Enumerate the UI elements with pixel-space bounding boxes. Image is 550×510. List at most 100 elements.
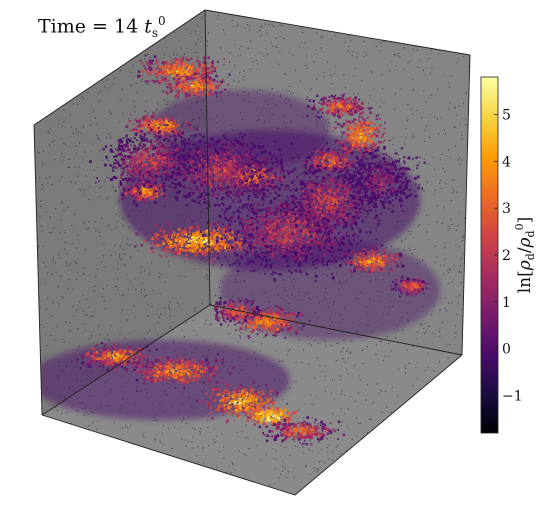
particle — [211, 67, 213, 69]
particle — [41, 453, 43, 456]
particle — [393, 328, 395, 330]
particle — [411, 108, 413, 110]
particle — [281, 439, 283, 441]
particle — [394, 54, 396, 56]
particle — [306, 67, 308, 69]
particle — [161, 432, 163, 435]
particle — [413, 90, 415, 92]
particle — [363, 293, 365, 295]
particle — [154, 71, 156, 73]
particle — [206, 81, 209, 85]
particle — [186, 81, 189, 83]
particle — [383, 275, 385, 277]
particle — [263, 55, 265, 57]
particle — [388, 208, 390, 210]
particle — [466, 392, 468, 394]
particle — [418, 223, 421, 225]
particle — [313, 61, 315, 63]
particle — [169, 63, 173, 66]
particle — [458, 246, 460, 248]
particle — [183, 389, 185, 392]
particle — [125, 183, 128, 186]
particle — [115, 39, 117, 41]
particle — [44, 356, 46, 358]
particle — [403, 18, 406, 21]
particle — [307, 105, 310, 108]
particle — [352, 107, 356, 111]
particle — [235, 281, 237, 283]
particle — [210, 467, 213, 469]
particle — [80, 96, 83, 98]
particle — [158, 190, 160, 193]
particle — [365, 131, 368, 134]
particle — [179, 237, 181, 239]
particle — [404, 367, 407, 370]
particle — [48, 99, 51, 101]
particle — [387, 271, 389, 274]
particle — [176, 123, 179, 127]
particle — [461, 475, 464, 477]
particle — [134, 316, 136, 318]
particle — [147, 112, 149, 114]
particle — [76, 380, 78, 382]
particle — [285, 89, 288, 92]
particle — [335, 108, 338, 111]
particle — [79, 458, 81, 460]
particle — [61, 412, 63, 414]
particle — [412, 384, 414, 387]
particle — [295, 16, 297, 18]
particle — [376, 226, 378, 229]
particle — [454, 106, 456, 108]
particle — [180, 69, 184, 72]
particle — [195, 346, 197, 348]
particle — [211, 251, 214, 253]
particle — [427, 352, 429, 354]
particle — [120, 170, 122, 172]
particle — [292, 16, 294, 18]
particle — [195, 71, 199, 75]
particle — [447, 400, 449, 402]
particle — [63, 437, 65, 439]
particle — [337, 109, 340, 112]
particle — [295, 361, 297, 364]
particle — [303, 161, 306, 164]
particle — [150, 196, 152, 198]
particle — [221, 408, 223, 410]
particle — [87, 413, 89, 415]
particle — [218, 240, 221, 244]
particle — [175, 125, 178, 128]
particle — [33, 379, 34, 380]
particle — [324, 240, 326, 243]
particle — [334, 121, 337, 123]
particle — [301, 299, 303, 301]
particle — [106, 334, 109, 336]
particle — [213, 253, 215, 255]
particle — [462, 236, 465, 238]
particle — [360, 154, 363, 157]
particle — [100, 406, 102, 408]
particle — [71, 360, 73, 363]
particle — [340, 424, 343, 427]
particle — [228, 231, 231, 234]
particle — [377, 162, 379, 164]
particle — [399, 164, 401, 166]
particle — [205, 239, 208, 241]
particle — [190, 66, 193, 69]
particle — [205, 54, 207, 56]
particle — [155, 108, 157, 111]
particle — [444, 16, 446, 19]
particle — [165, 134, 168, 137]
particle — [175, 63, 178, 67]
particle — [403, 471, 405, 473]
particle — [167, 65, 171, 69]
particle — [162, 90, 164, 92]
particle — [280, 171, 283, 174]
particle — [69, 330, 71, 332]
particle — [427, 163, 430, 165]
particle — [182, 418, 184, 420]
particle — [326, 111, 330, 115]
particle — [404, 143, 406, 145]
particle — [409, 249, 411, 252]
particle — [231, 462, 233, 464]
particle — [175, 60, 179, 63]
